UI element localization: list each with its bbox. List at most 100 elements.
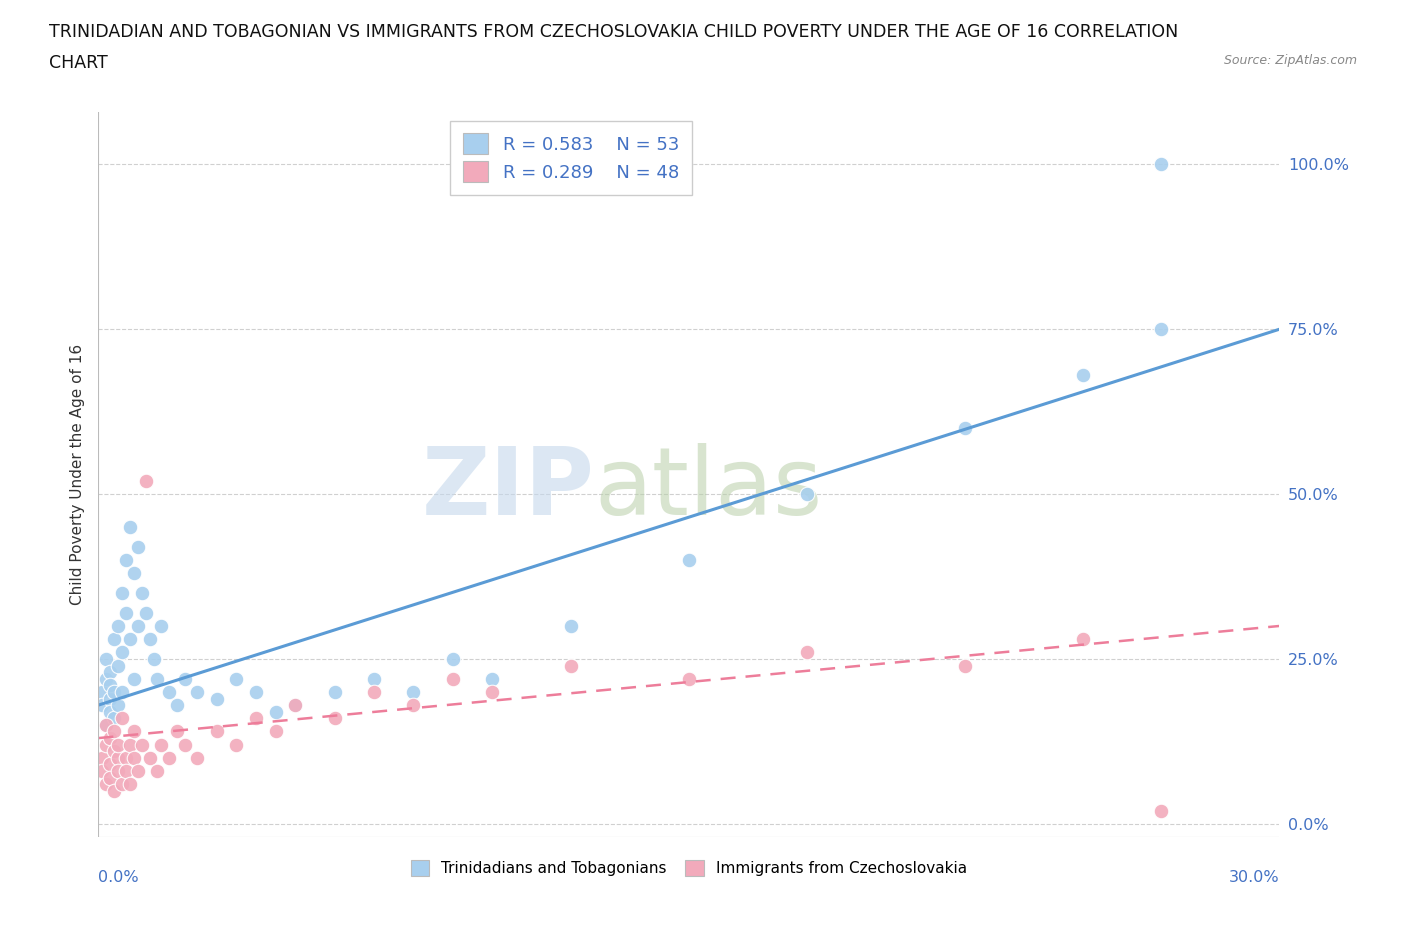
Point <box>91 684 114 699</box>
Point <box>111 644 134 659</box>
Point <box>174 737 197 752</box>
Point <box>91 751 114 765</box>
Point <box>402 698 425 712</box>
Point <box>103 783 125 798</box>
Point <box>150 618 173 633</box>
Point <box>91 764 114 778</box>
Point <box>166 724 188 739</box>
Point <box>1150 322 1173 337</box>
Point <box>142 652 165 667</box>
Point <box>264 724 287 739</box>
Point <box>115 751 138 765</box>
Point <box>150 737 173 752</box>
Point <box>107 764 129 778</box>
Point <box>98 770 121 785</box>
Point <box>264 704 287 719</box>
Point <box>131 586 153 601</box>
Point <box>796 644 818 659</box>
Text: 0.0%: 0.0% <box>98 870 139 884</box>
Text: CHART: CHART <box>49 54 108 72</box>
Point <box>157 751 180 765</box>
Point <box>98 704 121 719</box>
Point <box>103 711 125 725</box>
Point <box>1150 157 1173 172</box>
Text: ZIP: ZIP <box>422 443 595 535</box>
Point <box>111 684 134 699</box>
Point <box>796 486 818 501</box>
Point <box>245 711 267 725</box>
Point <box>127 539 149 554</box>
Point <box>953 658 976 673</box>
Point <box>115 552 138 567</box>
Point <box>1071 368 1094 383</box>
Point <box>91 698 114 712</box>
Point <box>402 684 425 699</box>
Point <box>98 731 121 746</box>
Point <box>131 737 153 752</box>
Point <box>135 473 157 488</box>
Point <box>111 586 134 601</box>
Point <box>107 618 129 633</box>
Point <box>146 671 169 686</box>
Point <box>118 631 141 646</box>
Point <box>205 691 228 706</box>
Point <box>127 618 149 633</box>
Text: TRINIDADIAN AND TOBAGONIAN VS IMMIGRANTS FROM CZECHOSLOVAKIA CHILD POVERTY UNDER: TRINIDADIAN AND TOBAGONIAN VS IMMIGRANTS… <box>49 23 1178 41</box>
Point <box>481 671 503 686</box>
Point <box>323 684 346 699</box>
Y-axis label: Child Poverty Under the Age of 16: Child Poverty Under the Age of 16 <box>69 344 84 604</box>
Point <box>103 631 125 646</box>
Point <box>481 684 503 699</box>
Point <box>1150 804 1173 818</box>
Point <box>560 618 582 633</box>
Point <box>118 777 141 791</box>
Point <box>363 684 385 699</box>
Point <box>122 751 145 765</box>
Point <box>96 717 118 732</box>
Point <box>127 764 149 778</box>
Point <box>115 764 138 778</box>
Point <box>186 684 208 699</box>
Point <box>1071 631 1094 646</box>
Point <box>111 777 134 791</box>
Point <box>96 777 118 791</box>
Point <box>135 605 157 620</box>
Point <box>678 671 700 686</box>
Point <box>441 652 464 667</box>
Point <box>122 671 145 686</box>
Point <box>245 684 267 699</box>
Point <box>225 671 247 686</box>
Point <box>98 678 121 693</box>
Point <box>284 698 307 712</box>
Point <box>284 698 307 712</box>
Point <box>111 711 134 725</box>
Legend: Trinidadians and Tobagonians, Immigrants from Czechoslovakia: Trinidadians and Tobagonians, Immigrants… <box>404 853 974 884</box>
Point <box>363 671 385 686</box>
Point <box>98 691 121 706</box>
Point <box>122 724 145 739</box>
Point <box>441 671 464 686</box>
Point <box>96 717 118 732</box>
Point <box>166 698 188 712</box>
Point <box>678 552 700 567</box>
Point <box>174 671 197 686</box>
Point <box>186 751 208 765</box>
Point <box>205 724 228 739</box>
Point <box>96 737 118 752</box>
Point <box>107 698 129 712</box>
Point <box>96 671 118 686</box>
Point <box>103 724 125 739</box>
Point <box>98 757 121 772</box>
Point <box>225 737 247 752</box>
Text: 30.0%: 30.0% <box>1229 870 1279 884</box>
Point <box>560 658 582 673</box>
Point <box>122 565 145 580</box>
Point <box>103 684 125 699</box>
Text: Source: ZipAtlas.com: Source: ZipAtlas.com <box>1223 54 1357 67</box>
Point <box>323 711 346 725</box>
Point <box>107 737 129 752</box>
Point <box>107 751 129 765</box>
Point <box>103 744 125 759</box>
Point <box>138 751 160 765</box>
Point <box>138 631 160 646</box>
